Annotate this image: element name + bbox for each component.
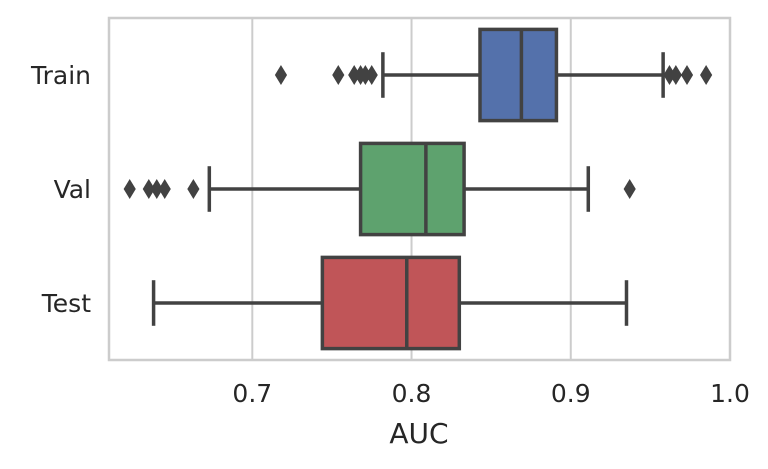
train-outlier bbox=[332, 65, 345, 85]
boxes bbox=[123, 27, 713, 351]
y-tick-label: Test bbox=[41, 289, 91, 318]
train-box bbox=[478, 27, 559, 123]
val-outlier bbox=[158, 179, 171, 199]
val-outlier bbox=[150, 179, 163, 199]
x-tick-label: 0.9 bbox=[551, 379, 591, 408]
x-axis-label: AUC bbox=[389, 417, 448, 450]
test-box bbox=[320, 255, 462, 351]
train-outlier bbox=[274, 65, 288, 85]
y-tick-label: Val bbox=[54, 175, 91, 204]
train-outlier bbox=[680, 65, 694, 85]
val-outlier bbox=[123, 179, 136, 199]
train-outlier bbox=[669, 65, 682, 85]
x-tick-label: 0.7 bbox=[232, 379, 272, 408]
val-outlier bbox=[142, 179, 155, 199]
train-outlier bbox=[365, 65, 378, 85]
val-outlier bbox=[623, 179, 636, 199]
tick-labels: 0.7 0.8 0.9 1.0 Train Val Test bbox=[30, 61, 750, 408]
x-tick-label: 0.8 bbox=[392, 379, 432, 408]
val-box bbox=[358, 141, 466, 237]
train-outlier bbox=[700, 65, 713, 85]
plot-frame bbox=[107, 16, 732, 362]
val-outlier bbox=[187, 179, 200, 199]
y-tick-label: Train bbox=[30, 61, 91, 90]
x-tick-label: 1.0 bbox=[710, 379, 750, 408]
